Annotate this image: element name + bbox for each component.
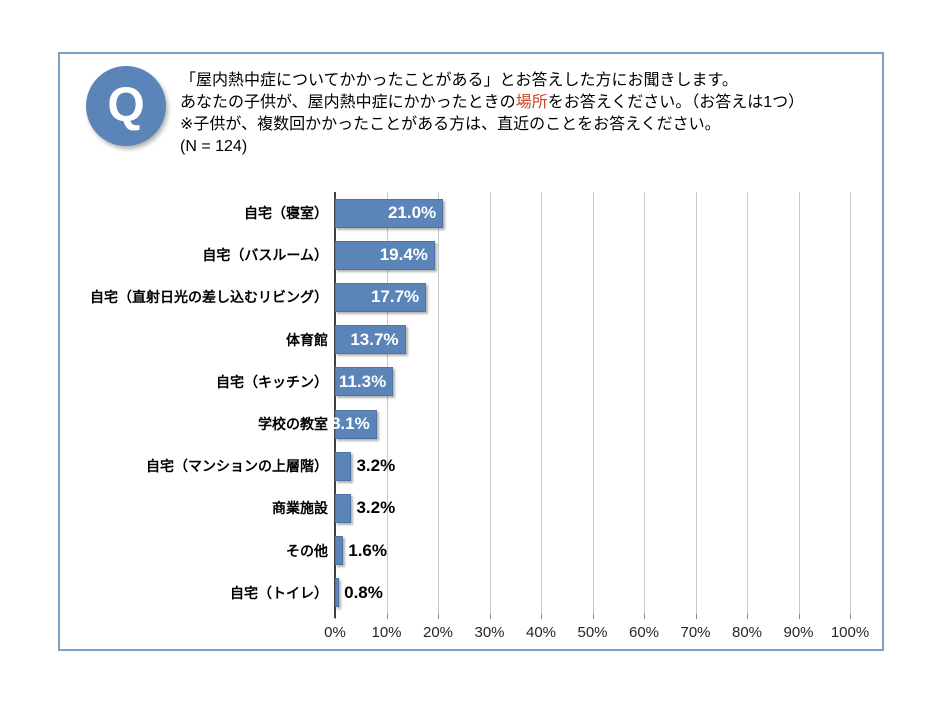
x-axis-label: 20%: [422, 624, 454, 641]
bar: [335, 451, 352, 481]
bar: [335, 578, 340, 608]
bar: [335, 367, 394, 397]
gridline: [695, 192, 697, 614]
category-label: 自宅（キッチン）: [216, 373, 328, 390]
category-label: その他: [286, 542, 328, 559]
gridline: [541, 192, 542, 614]
x-axis-label: 50%: [577, 624, 608, 641]
category-label: 学校の教室: [258, 416, 328, 433]
bar-value-label: 3.2%: [356, 498, 396, 518]
sample-size-label: (N = 124): [180, 138, 248, 155]
bar-row: 19.4%: [335, 234, 850, 276]
x-axis-label: 0%: [324, 624, 346, 641]
bar-row: 0.8%: [335, 572, 850, 614]
question-line-2-pre: あなたの子供が、屋内熱中症にかかったときの: [180, 94, 516, 111]
category-label: 自宅（寝室）: [244, 205, 328, 222]
x-axis-label: 10%: [371, 624, 402, 641]
category-label: 商業施設: [272, 500, 328, 517]
category-axis-labels: 自宅（寝室） 自宅（バスルーム） 自宅（直射日光の差し込むリビング） 体育館自宅（キッ…: [62, 192, 328, 614]
question-chart-panel: Q 「屋内熱中症についてかかったことがある」とお答えした方にお聞きします。 あな…: [58, 52, 884, 651]
category-label: 自宅（バスルーム）: [202, 247, 328, 264]
x-axis-tick: [592, 614, 594, 619]
bar-value-label: 0.8%: [344, 582, 383, 602]
x-axis-tick: [798, 614, 800, 619]
bar-row: 17.7%: [335, 276, 850, 318]
question-line-3: ※子供が、複数回かかったことがある方は、直近のことをお答えください。: [180, 116, 721, 133]
bar-value-label: 19.4%: [379, 245, 428, 265]
plot-area: 0% 10% 20% 30% 40% 50% 60% 70% 80% 90% 100% 21.0% 19…: [324, 192, 869, 641]
gridline: [644, 192, 645, 614]
bar: [335, 282, 427, 312]
bar: [335, 198, 444, 228]
gridline: [592, 192, 594, 614]
x-axis-label: 100%: [830, 624, 870, 641]
gridline: [747, 192, 748, 614]
question-line-2: あなたの子供が、屋内熱中症にかかったときの場所をお答えください。（お答えは1つ）: [180, 92, 870, 114]
x-axis-tick: [438, 614, 439, 619]
bar: [335, 536, 344, 566]
bar: [335, 325, 406, 355]
gridline: [438, 192, 439, 614]
x-axis-tick: [386, 614, 388, 619]
gridline: [386, 192, 388, 614]
bar-value-label: 11.3%: [338, 371, 387, 391]
bar-value-label: 17.7%: [370, 287, 420, 307]
x-axis-tick: [644, 614, 645, 619]
question-badge: Q: [86, 66, 166, 146]
x-axis-tick: [850, 614, 851, 619]
gridline: [850, 192, 851, 614]
question-line-2-highlight: 場所: [515, 94, 548, 111]
category-axis-line: [334, 192, 336, 618]
question-line-2-post: をお答えください。（お答えは1つ）: [547, 94, 805, 111]
bar-value-label: 13.7%: [350, 329, 399, 349]
x-axis-label: 70%: [680, 624, 711, 641]
x-axis-label: 80%: [731, 624, 763, 641]
question-line-1: 「屋内熱中症についてかかったことがある」とお答えした方にお聞きします。: [180, 72, 738, 89]
x-axis-tick: [695, 614, 697, 619]
category-label: 自宅（直射日光の差し込むリビング）: [90, 289, 328, 306]
bar-value-label: 1.6%: [348, 540, 387, 560]
category-label: 自宅（マンションの上層階）: [146, 458, 328, 475]
x-axis-label: 30%: [474, 624, 505, 641]
question-badge-letter: Q: [107, 79, 145, 132]
x-axis-tick: [747, 614, 748, 619]
bar-row: 13.7%: [335, 319, 850, 361]
bar-row: 1.6%: [335, 530, 850, 572]
bar-row: 11.3%: [335, 361, 850, 403]
bar-row: 3.2%: [335, 445, 850, 487]
bar: [335, 240, 435, 270]
x-axis-tick: [489, 614, 491, 619]
x-axis-label: 60%: [628, 624, 660, 641]
bar-value-label: 8.1%: [330, 414, 370, 434]
x-axis-label: 40%: [525, 624, 557, 641]
category-label: 自宅（トイレ）: [230, 584, 328, 601]
bar: [335, 493, 352, 523]
bar-value-label: 3.2%: [356, 456, 396, 476]
category-label: 体育館: [286, 331, 328, 348]
gridline: [798, 192, 800, 614]
bar: [335, 409, 377, 439]
bar-value-label: 21.0%: [387, 203, 437, 223]
question-text-block: 「屋内熱中症についてかかったことがある」とお答えした方にお聞きします。 あなたの…: [180, 70, 870, 158]
bar-row: 8.1%: [330, 403, 850, 445]
x-axis-label: 90%: [783, 624, 814, 641]
bar-row: 21.0%: [335, 192, 850, 234]
x-axis-tick: [541, 614, 542, 619]
gridline: [489, 192, 491, 614]
bar-row: 3.2%: [335, 487, 850, 529]
